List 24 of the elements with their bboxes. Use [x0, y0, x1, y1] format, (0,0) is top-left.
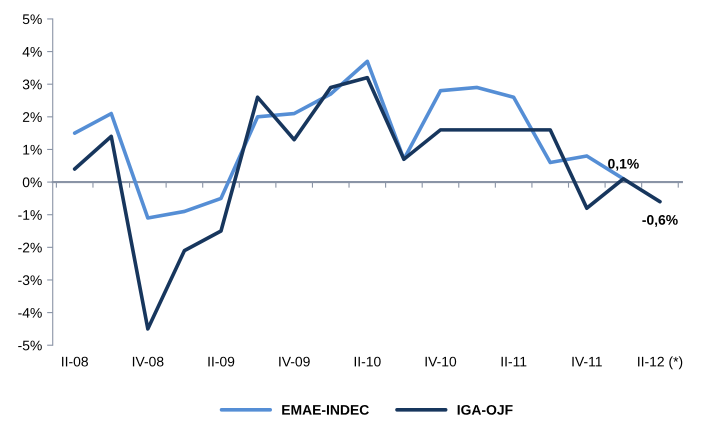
y-tick-label: -3% — [18, 275, 42, 286]
y-tick-label: -5% — [18, 340, 42, 350]
y-tick-label: 4% — [22, 46, 42, 57]
x-tick-label: II-08 — [62, 356, 88, 367]
x-tick-label: II-11 — [502, 356, 526, 366]
y-tick-label: -4% — [18, 308, 42, 318]
x-tick-label: II-12 (*) — [638, 356, 682, 370]
y-tick-label: -2% — [18, 242, 42, 252]
x-tick-label: IV-09 — [279, 356, 310, 367]
y-tick-label: 3% — [22, 80, 42, 90]
x-tick-label: IV-10 — [426, 356, 456, 367]
x-tick-label: IV-08 — [132, 356, 164, 367]
y-tick-label: 1% — [23, 144, 42, 155]
legend-label: IGA-OJF — [458, 404, 513, 415]
x-tick-label: II-10 — [354, 356, 381, 367]
x-tick-label: IV-11 — [572, 356, 602, 366]
y-tick-label: 2% — [22, 112, 42, 122]
y-tick-label: 0% — [22, 177, 42, 188]
legend-label: EMAE-INDEC — [282, 404, 369, 415]
data-label: 0,1% — [608, 158, 639, 171]
y-tick-label: -1% — [18, 210, 42, 220]
y-tick-label: 5% — [22, 14, 42, 24]
data-label: -0,6% — [642, 214, 678, 227]
x-tick-label: II-09 — [208, 356, 234, 367]
